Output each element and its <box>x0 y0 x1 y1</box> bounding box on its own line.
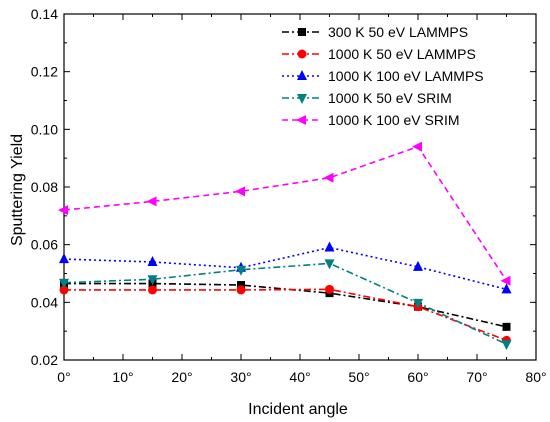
legend-swatch-marker <box>297 49 307 59</box>
x-tick-label: 50° <box>348 369 369 385</box>
data-point <box>148 285 157 295</box>
data-point <box>501 283 512 294</box>
data-point <box>325 284 334 294</box>
data-point <box>323 172 334 183</box>
y-tick-label: 0.12 <box>31 64 58 80</box>
data-point <box>500 275 511 286</box>
y-tick-label: 0.06 <box>31 237 58 253</box>
x-tick-label: 40° <box>289 369 310 385</box>
plot-frame <box>63 13 537 361</box>
legend-item: 300 K 50 eV LAMMPS <box>282 24 468 40</box>
data-point <box>59 253 69 264</box>
legend-label: 1000 K 100 eV SRIM <box>328 112 460 128</box>
data-point <box>237 281 245 290</box>
data-point <box>146 196 157 207</box>
data-point <box>412 141 422 152</box>
series-1 <box>60 279 511 331</box>
y-tick-label: 0.08 <box>31 179 58 195</box>
data-point <box>59 285 69 295</box>
data-point <box>235 186 245 197</box>
series-line <box>63 145 508 282</box>
series-3 <box>59 241 512 294</box>
data-point <box>413 260 423 271</box>
x-tick-label: 70° <box>466 369 487 385</box>
y-axis-title: Sputtering Yield <box>9 134 26 246</box>
data-point <box>324 259 335 270</box>
legend-label: 1000 K 100 eV LAMMPS <box>328 68 484 84</box>
x-tick-label: 20° <box>171 369 192 385</box>
x-tick-label: 30° <box>230 369 251 385</box>
legend-swatch-marker <box>298 28 306 36</box>
legend-swatch-marker <box>296 115 306 125</box>
tick-layer: 0° 10° 20° 30° 40° 50° 60° 70° 80° 0.02 0.04 0.06 0.… <box>31 6 547 385</box>
data-point <box>58 205 68 216</box>
data-point <box>236 285 246 295</box>
data-point <box>324 241 335 252</box>
x-tick-label: 80° <box>525 369 546 385</box>
y-tick-label: 0.04 <box>31 294 58 310</box>
legend-label: 300 K 50 eV LAMMPS <box>328 24 468 40</box>
legend-swatch-marker <box>297 94 307 104</box>
data-point <box>501 340 512 351</box>
legend-swatch-marker <box>297 70 307 80</box>
x-tick-label: 10° <box>112 369 133 385</box>
x-tick-label: 60° <box>407 369 428 385</box>
data-point <box>147 275 158 286</box>
legend-item: 1000 K 50 eV SRIM <box>282 90 452 106</box>
data-point <box>147 255 158 266</box>
data-point <box>413 298 423 309</box>
legend-label: 1000 K 50 eV SRIM <box>328 90 452 106</box>
y-tick-label: 0.10 <box>31 121 58 137</box>
legend-item: 1000 K 100 eV LAMMPS <box>282 68 484 84</box>
x-tick-label: 0° <box>57 369 70 385</box>
legend-item: 1000 K 50 eV LAMMPS <box>282 46 476 62</box>
x-axis-title: Incident angle <box>248 401 348 418</box>
data-point <box>502 322 511 331</box>
legend: 300 K 50 eV LAMMPS 1000 K 50 eV LAMMPS 100… <box>282 24 484 128</box>
series-line <box>63 262 507 345</box>
series-layer <box>58 141 512 351</box>
series-line <box>64 288 507 342</box>
series-5 <box>58 141 511 286</box>
legend-item: 1000 K 100 eV SRIM <box>282 112 460 128</box>
data-point <box>236 265 246 276</box>
legend-label: 1000 K 50 eV LAMMPS <box>328 46 476 62</box>
series-4 <box>59 259 512 351</box>
y-tick-label: 0.02 <box>31 352 58 368</box>
y-tick-label: 0.14 <box>31 6 58 22</box>
data-point <box>59 278 69 289</box>
